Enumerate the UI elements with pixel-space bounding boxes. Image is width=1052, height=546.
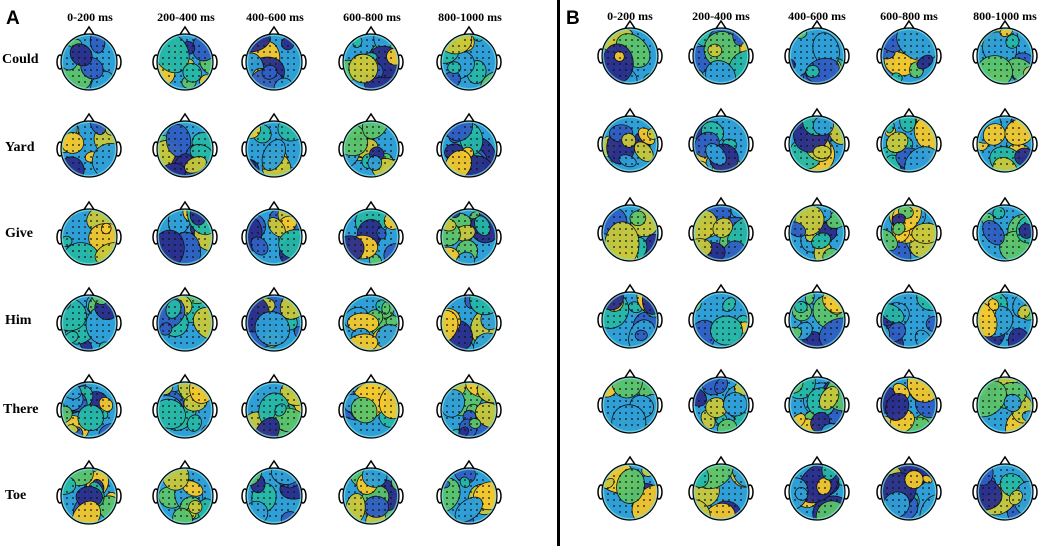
panel-b-topomap-r2-c5	[972, 107, 1038, 173]
row-label-give: Give	[5, 226, 33, 241]
panel-a-topomap-r2-c4	[338, 112, 404, 178]
panel-a-topomap-r4-c2	[152, 286, 218, 352]
panel-b-topomap-r2-c4	[876, 107, 942, 173]
panel-b-topomap-r6-c1	[597, 455, 663, 521]
panel-divider	[557, 0, 560, 546]
panel-b-topomap-r5-c1	[597, 368, 663, 434]
panel-a-topomap-r2-c1	[56, 112, 122, 178]
panel-a-header-3: 600-800 ms	[343, 10, 401, 24]
panel-a-topomap-r2-c3	[241, 112, 307, 178]
panel-b-topomap-r3-c4	[876, 196, 942, 262]
panel-b-topomap-r1-c4	[876, 19, 942, 85]
panel-b-topomap-r5-c3	[784, 368, 850, 434]
panel-b-topomap-r4-c4	[876, 283, 942, 349]
row-label-there: There	[3, 402, 39, 417]
panel-a-topomap-r4-c3	[241, 286, 307, 352]
panel-a-topomap-r5-c1	[56, 373, 122, 439]
panel-b-topomap-r3-c5	[972, 196, 1038, 262]
panel-b-topomap-r6-c5	[972, 455, 1038, 521]
panel-a-topomap-r4-c1	[56, 286, 122, 352]
panel-b-topomap-r1-c2	[688, 19, 754, 85]
panel-b-topomap-r4-c1	[597, 283, 663, 349]
panel-a-topomap-r3-c5	[436, 200, 502, 266]
panel-a-topomap-r6-c3	[241, 459, 307, 525]
panel-b-topomap-r2-c3	[784, 107, 850, 173]
panel-b-topomap-r1-c3	[784, 19, 850, 85]
panel-b-header-4: 800-1000 ms	[973, 9, 1037, 23]
panel-a-topomap-r6-c2	[152, 459, 218, 525]
row-label-could: Could	[2, 52, 39, 67]
panel-b-topomap-r1-c1	[597, 19, 663, 85]
panel-b-topomap-r4-c3	[784, 283, 850, 349]
panel-a-topomap-r3-c3	[241, 200, 307, 266]
panel-b-topomap-r5-c4	[876, 368, 942, 434]
panel-a-topomap-r3-c1	[56, 200, 122, 266]
panel-b-topomap-r4-c2	[688, 283, 754, 349]
panel-a-topomap-r3-c2	[152, 200, 218, 266]
panel-a-topomap-r5-c3	[241, 373, 307, 439]
panel-a-label: A	[6, 8, 20, 29]
panel-b-topomap-r6-c4	[876, 455, 942, 521]
panel-b-header-0: 0-200 ms	[607, 9, 653, 23]
panel-a-topomap-r6-c4	[338, 459, 404, 525]
panel-a-topomap-r5-c4	[338, 373, 404, 439]
panel-b-topomap-r5-c2	[688, 368, 754, 434]
panel-b-topomap-r3-c1	[597, 196, 663, 262]
panel-b-header-2: 400-600 ms	[788, 9, 846, 23]
panel-a-topomap-r5-c2	[152, 373, 218, 439]
panel-a-topomap-r1-c3	[241, 25, 307, 91]
panel-a-topomap-r6-c5	[436, 459, 502, 525]
panel-a-topomap-r1-c1	[56, 25, 122, 91]
panel-a-header-4: 800-1000 ms	[438, 10, 502, 24]
panel-a-header-1: 200-400 ms	[157, 10, 215, 24]
panel-a-topomap-r3-c4	[338, 200, 404, 266]
row-label-him: Him	[5, 313, 32, 328]
panel-b-topomap-r5-c5	[972, 368, 1038, 434]
panel-b-topomap-r3-c3	[784, 196, 850, 262]
panel-a-topomap-r1-c4	[338, 25, 404, 91]
panel-a-topomap-r4-c5	[436, 286, 502, 352]
panel-b-topomap-r2-c2	[688, 107, 754, 173]
panel-a-header-0: 0-200 ms	[67, 10, 113, 24]
panel-b-topomap-r2-c1	[597, 107, 663, 173]
row-label-yard: Yard	[5, 140, 35, 155]
panel-b-topomap-r6-c2	[688, 455, 754, 521]
panel-a-topomap-r5-c5	[436, 373, 502, 439]
panel-a-topomap-r1-c5	[436, 25, 502, 91]
panel-b-topomap-r1-c5	[972, 19, 1038, 85]
panel-a-topomap-r2-c2	[152, 112, 218, 178]
panel-b-topomap-r4-c5	[972, 283, 1038, 349]
panel-b-label: B	[566, 8, 580, 29]
panel-a-topomap-r2-c5	[436, 112, 502, 178]
panel-b-topomap-r3-c2	[688, 196, 754, 262]
panel-b-topomap-r6-c3	[784, 455, 850, 521]
panel-a-header-2: 400-600 ms	[246, 10, 304, 24]
panel-a-topomap-r6-c1	[56, 459, 122, 525]
panel-a-topomap-r1-c2	[152, 25, 218, 91]
panel-b-header-1: 200-400 ms	[692, 9, 750, 23]
panel-a-topomap-r4-c4	[338, 286, 404, 352]
panel-b-header-3: 600-800 ms	[880, 9, 938, 23]
row-label-toe: Toe	[5, 488, 27, 503]
